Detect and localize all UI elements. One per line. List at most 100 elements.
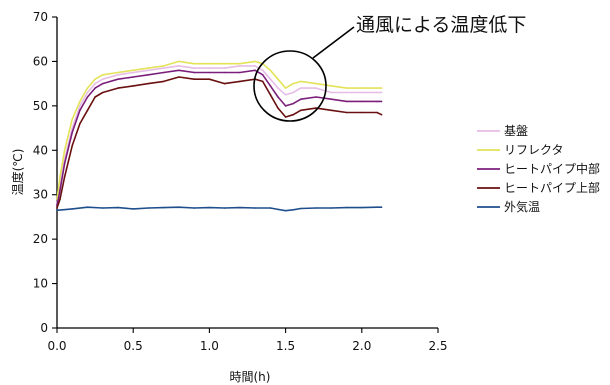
data-point	[292, 91, 295, 94]
data-point	[59, 189, 61, 192]
data-point	[71, 208, 73, 210]
legend-label-0: 基盤	[504, 124, 528, 138]
data-point	[117, 71, 119, 74]
legend-label-4: 外気温	[504, 199, 540, 214]
data-point	[277, 78, 279, 80]
x-tick-label: 2.5	[428, 339, 447, 353]
data-point	[79, 109, 81, 112]
y-axis-title: 温度(℃)	[10, 149, 25, 196]
annotation-circle	[253, 50, 327, 122]
data-point	[193, 207, 195, 209]
legend-label-2: ヒートパイプ中部	[504, 161, 600, 176]
data-point	[380, 87, 383, 89]
data-point	[284, 209, 287, 212]
data-point	[71, 145, 73, 147]
data-point	[59, 176, 61, 178]
data-point	[208, 71, 211, 74]
data-point	[284, 94, 287, 96]
data-point	[361, 100, 363, 103]
data-point	[239, 62, 241, 65]
data-point	[94, 78, 96, 80]
y-tick-label: 0	[40, 321, 48, 335]
data-point	[162, 67, 165, 69]
data-point	[239, 206, 241, 209]
data-point	[315, 82, 317, 85]
data-point	[178, 76, 180, 78]
x-axis-title: 時間(h)	[230, 370, 271, 384]
x-tick-label: 1.0	[200, 339, 219, 353]
data-point	[79, 122, 81, 125]
data-point	[193, 62, 195, 65]
data-point	[239, 80, 241, 83]
data-point	[254, 207, 256, 209]
data-point	[361, 91, 363, 94]
data-point	[86, 206, 89, 208]
data-point	[269, 69, 272, 72]
y-tick-label: 30	[33, 188, 48, 202]
data-point	[269, 85, 272, 87]
legend-label-3: ヒートパイプ上部	[504, 180, 600, 195]
data-point	[94, 82, 96, 85]
data-point	[94, 96, 96, 98]
data-point	[315, 87, 317, 89]
data-point	[208, 62, 211, 65]
data-point	[223, 67, 226, 69]
y-tick-label: 20	[33, 232, 48, 246]
data-point	[63, 149, 66, 152]
data-point	[376, 111, 378, 114]
data-point	[345, 206, 348, 209]
data-point	[261, 69, 264, 72]
data-point	[162, 71, 165, 74]
y-tick-label: 70	[33, 10, 48, 24]
annotation-pointer	[312, 26, 355, 59]
data-point	[292, 82, 295, 85]
data-point	[330, 109, 333, 112]
data-point	[380, 206, 383, 208]
annotation-text: 通風による温度低下	[356, 14, 526, 36]
data-point	[86, 109, 89, 112]
data-point	[208, 78, 211, 80]
data-point	[147, 207, 150, 209]
data-point	[330, 91, 333, 94]
data-point	[132, 76, 134, 78]
data-point	[315, 207, 317, 209]
data-point	[239, 71, 241, 74]
data-point	[345, 100, 348, 103]
data-point	[132, 69, 134, 72]
data-point	[132, 208, 134, 210]
data-point	[132, 85, 134, 87]
data-point	[330, 207, 333, 209]
data-point	[117, 87, 119, 89]
data-point	[292, 209, 295, 211]
data-point	[117, 78, 119, 80]
data-point	[101, 78, 104, 80]
series-line-0	[56, 65, 382, 204]
data-point	[277, 107, 279, 109]
data-point	[254, 60, 256, 63]
data-point	[376, 87, 378, 89]
data-point	[376, 100, 378, 103]
data-point	[292, 113, 295, 116]
series-line-2	[56, 69, 382, 206]
data-point	[101, 91, 104, 94]
data-point	[63, 176, 66, 178]
data-point	[361, 87, 363, 89]
data-point	[261, 80, 264, 83]
data-point	[300, 109, 302, 112]
data-point	[101, 207, 104, 209]
data-point	[361, 206, 363, 209]
data-point	[147, 67, 150, 69]
x-tick-label: 1.5	[276, 339, 295, 353]
data-point	[223, 82, 226, 85]
data-point	[345, 87, 348, 89]
data-point	[117, 206, 119, 209]
data-point	[86, 91, 89, 94]
series-line-1	[56, 60, 382, 200]
data-point	[71, 131, 73, 134]
data-point	[86, 96, 89, 98]
data-point	[330, 98, 333, 100]
series-line-4	[56, 206, 382, 212]
x-tick-label: 2.0	[352, 339, 371, 353]
